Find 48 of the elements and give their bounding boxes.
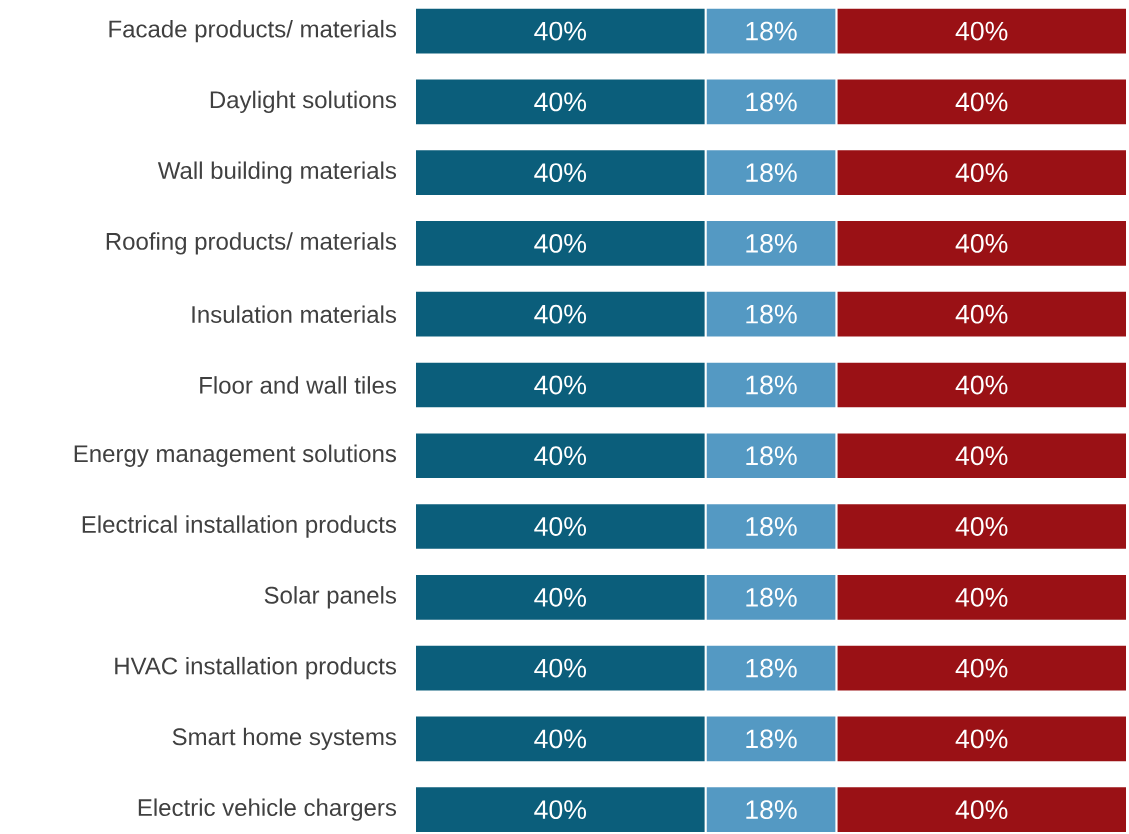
y-tick-label: Insulation materials	[192, 305, 397, 324]
data-label: 40%	[534, 233, 587, 253]
data-label: 18%	[746, 587, 797, 607]
y-tick-label: Floor and wall tiles	[200, 376, 397, 394]
data-label: 40%	[955, 21, 1008, 41]
y-tick-label: Smart home systems	[172, 727, 397, 751]
data-label: 18%	[746, 92, 797, 112]
y-tick-label: HVAC installation products	[115, 656, 397, 680]
data-label: 18%	[746, 233, 797, 253]
y-tick-label: Daylight solutions	[210, 90, 397, 114]
data-label: 40%	[534, 304, 587, 324]
data-label: 18%	[746, 729, 797, 749]
data-label: 40%	[955, 517, 1008, 536]
data-label: 40%	[534, 517, 587, 536]
data-label: 40%	[534, 21, 587, 41]
y-tick-label: Solar panels	[264, 586, 397, 609]
data-label: 18%	[746, 446, 797, 466]
data-label: 40%	[955, 800, 1008, 820]
y-tick-label: Electric vehicle chargers	[138, 798, 397, 821]
data-label: 18%	[746, 304, 797, 324]
data-label: 40%	[534, 800, 587, 820]
data-label: 40%	[955, 304, 1008, 324]
data-label: 40%	[534, 163, 587, 183]
data-label: 18%	[746, 375, 797, 395]
data-label: 18%	[746, 163, 797, 183]
y-tick-label: Energy management solutions	[74, 444, 397, 467]
y-tick-label: Facade products/ materials	[109, 19, 397, 43]
data-label: 40%	[955, 658, 1008, 678]
data-label: 18%	[746, 800, 797, 820]
data-label: 40%	[955, 729, 1008, 749]
data-label: 40%	[534, 446, 587, 466]
data-label: 40%	[534, 92, 587, 112]
data-label: 40%	[534, 375, 587, 395]
data-label: 40%	[955, 446, 1008, 466]
y-tick-label: Wall building materials	[157, 161, 397, 184]
data-label: 40%	[955, 233, 1008, 253]
y-tick-label: Electrical installation products	[82, 515, 397, 538]
data-label: 40%	[955, 587, 1008, 607]
data-label: 40%	[955, 163, 1008, 183]
data-label: 18%	[746, 21, 797, 41]
data-label: 40%	[955, 375, 1008, 395]
data-label: 40%	[534, 658, 587, 678]
data-label: 40%	[955, 92, 1008, 112]
y-tick-label: Roofing products/ materials	[106, 232, 397, 255]
data-label: 18%	[746, 658, 797, 678]
data-label: 40%	[534, 729, 587, 749]
data-label: 18%	[746, 517, 797, 536]
data-label: 40%	[534, 587, 587, 607]
